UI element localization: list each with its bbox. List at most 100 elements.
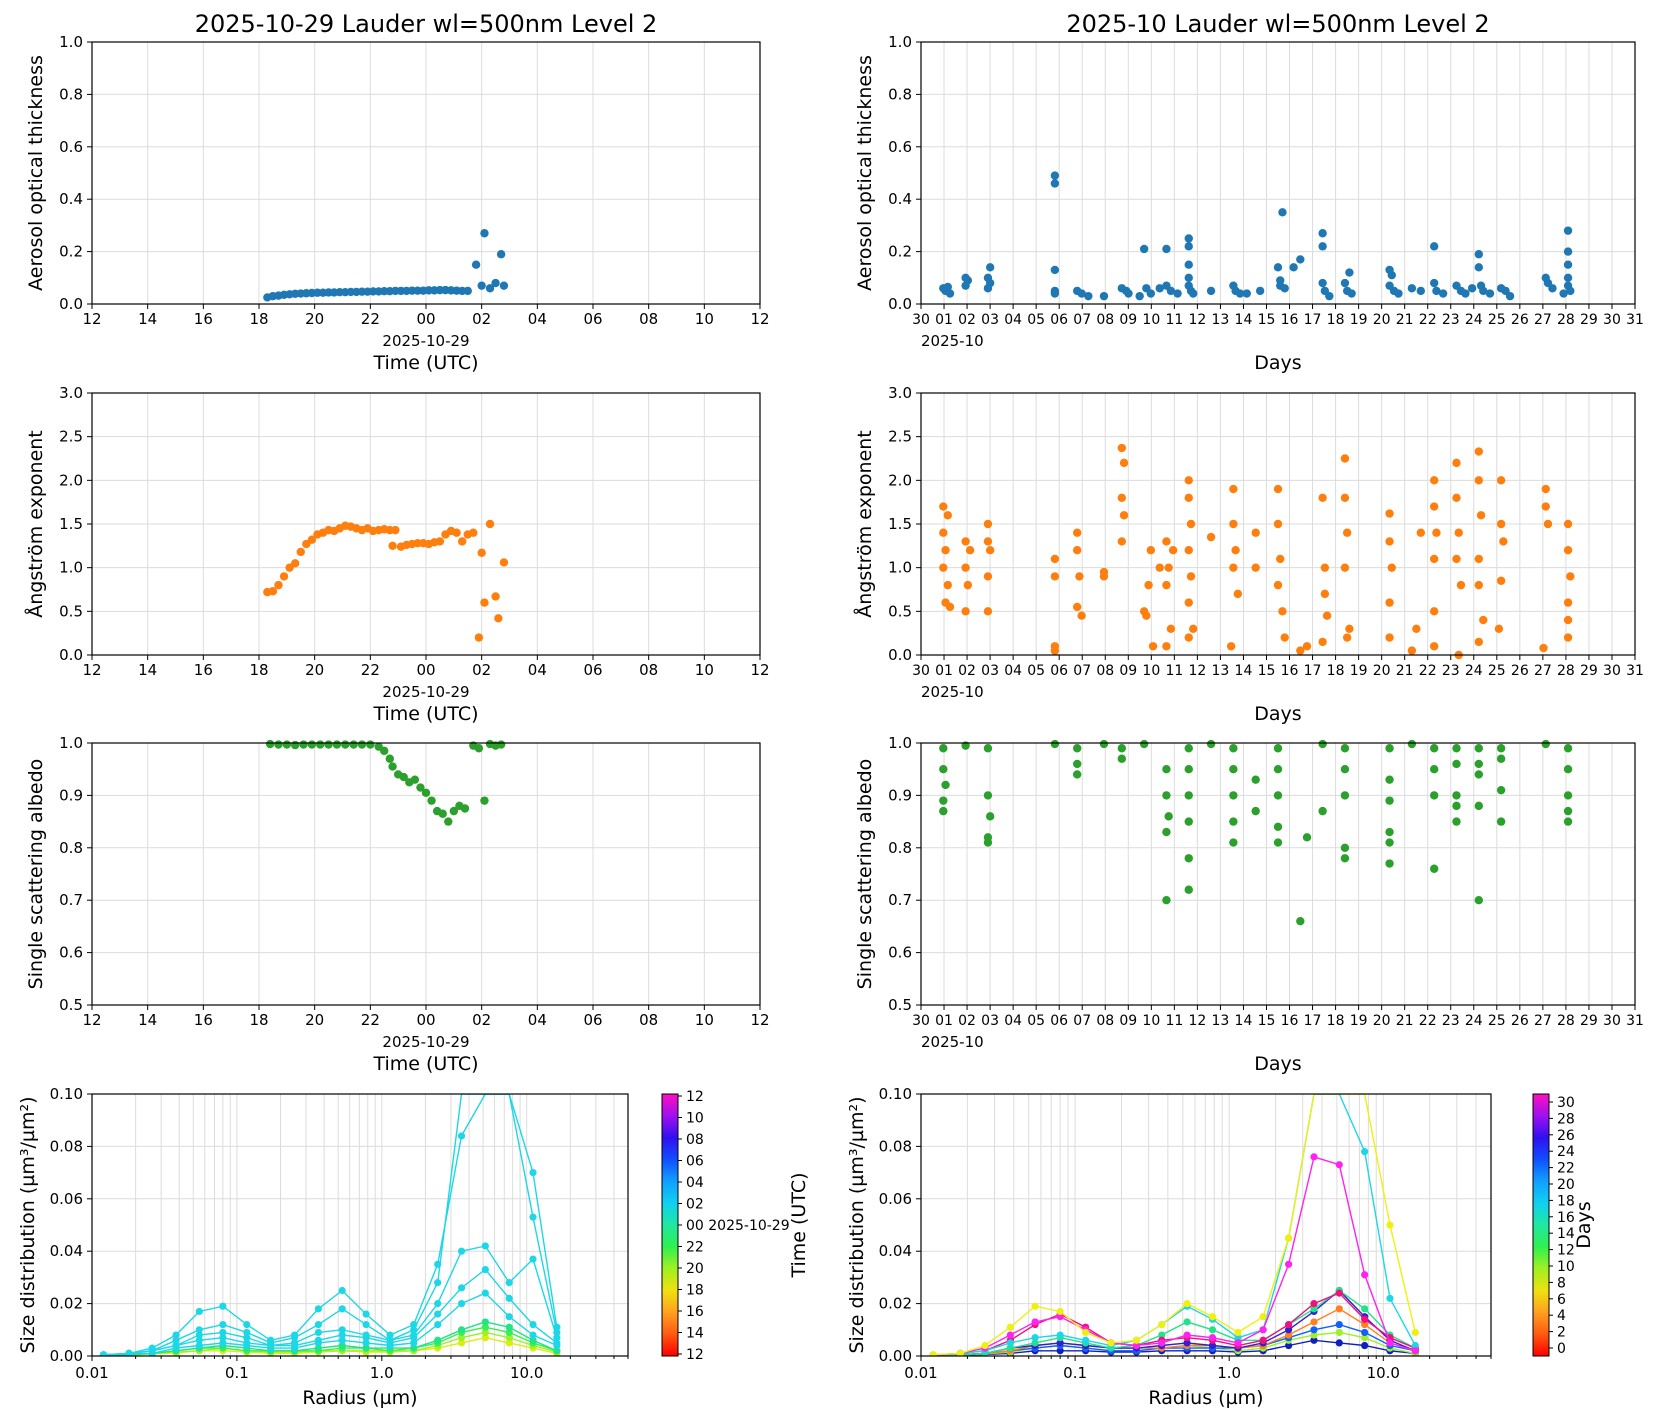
series-point xyxy=(1361,1341,1369,1350)
data-point xyxy=(1474,759,1484,769)
series-point xyxy=(1335,1161,1343,1169)
data-point xyxy=(1184,854,1193,863)
x-tick-label: 01 xyxy=(935,312,953,328)
plot-frame xyxy=(920,41,1636,305)
data-point xyxy=(452,528,461,537)
series-point xyxy=(410,1339,418,1347)
data-point xyxy=(1229,791,1238,800)
data-point xyxy=(1318,739,1327,749)
x-tick-label: 26 xyxy=(1511,312,1529,328)
series-point xyxy=(1259,1326,1267,1334)
y-axis-label: Ångström exponent xyxy=(853,430,876,618)
x-axis-label: Radius (µm) xyxy=(302,1387,417,1409)
data-point xyxy=(274,740,283,749)
series-point xyxy=(1158,1331,1166,1339)
series-point xyxy=(195,1307,203,1316)
data-point xyxy=(1273,263,1283,272)
data-point xyxy=(1452,458,1461,468)
series-point xyxy=(1310,1326,1318,1334)
data-point xyxy=(1184,476,1193,485)
data-point xyxy=(1340,791,1350,800)
series-point xyxy=(243,1339,251,1347)
colorbar-tick-label: 20 xyxy=(686,1261,704,1277)
colorbar-tick-label: 24 xyxy=(1557,1144,1575,1160)
series-point xyxy=(553,1323,561,1331)
series-point xyxy=(243,1334,251,1342)
x-tick-label: 04 xyxy=(528,1011,547,1029)
series-point xyxy=(434,1260,442,1268)
x-tick-label: 29 xyxy=(1580,1013,1598,1029)
x-tick-label: 04 xyxy=(528,661,547,679)
data-point xyxy=(474,633,484,642)
data-point xyxy=(1050,554,1060,564)
plot-frame xyxy=(920,1093,1492,1357)
x-tick-label: 12 xyxy=(82,661,101,679)
data-point xyxy=(1387,270,1396,280)
data-point xyxy=(1548,284,1557,293)
series-point xyxy=(338,1305,346,1313)
data-point xyxy=(410,775,420,784)
y-tick-label: 1.0 xyxy=(888,33,912,51)
data-point xyxy=(1474,896,1484,905)
data-point xyxy=(491,278,500,288)
series-point xyxy=(1158,1320,1166,1329)
series-point xyxy=(195,1341,203,1350)
x-tick-label: 12 xyxy=(82,310,101,328)
data-point xyxy=(1407,284,1417,293)
data-point xyxy=(341,740,350,749)
x-tick-label: 12 xyxy=(750,310,769,328)
series-point xyxy=(1285,1260,1293,1268)
data-point xyxy=(1184,791,1193,800)
data-point xyxy=(983,791,993,800)
x-tick-label: 02 xyxy=(958,1013,976,1029)
data-point xyxy=(1119,458,1129,468)
data-point xyxy=(1563,744,1573,753)
y-tick-label: 0.7 xyxy=(888,891,912,909)
y-tick-label: 0.8 xyxy=(888,85,912,103)
data-point xyxy=(1139,244,1149,254)
data-point xyxy=(965,546,975,555)
data-point xyxy=(1229,765,1238,774)
x-tick-label: 16 xyxy=(194,1011,213,1029)
series-point xyxy=(481,1289,489,1297)
colorbar-tick-label: 28 xyxy=(1557,1111,1575,1127)
x-tick-label: 18 xyxy=(1327,312,1345,328)
data-point xyxy=(1072,744,1082,753)
series-point xyxy=(434,1336,442,1344)
x-tick-label: 16 xyxy=(1281,312,1299,328)
x-tick-label: 27 xyxy=(1534,1013,1552,1029)
y-tick-label: 0.06 xyxy=(50,1190,83,1208)
data-point xyxy=(1173,289,1182,298)
colorbar-tick-label: 02 xyxy=(686,1197,704,1213)
colorbar-tick-label: 26 xyxy=(1557,1128,1575,1144)
x-tick-label: 13 xyxy=(1212,1013,1230,1029)
y-tick-label: 0.10 xyxy=(879,1085,912,1103)
x-tick-label: 27 xyxy=(1534,312,1552,328)
x-tick-label: 03 xyxy=(981,1013,999,1029)
y-tick-label: 0.0 xyxy=(59,646,83,664)
data-point xyxy=(1429,864,1439,873)
data-point xyxy=(983,519,993,529)
data-point xyxy=(1273,744,1283,753)
x-tick-label: 23 xyxy=(1442,1013,1460,1029)
data-point xyxy=(1563,817,1573,826)
data-point xyxy=(1229,744,1238,753)
plot-frame xyxy=(91,1093,629,1357)
data-point xyxy=(983,572,993,581)
data-point xyxy=(290,740,300,750)
data-point xyxy=(1077,611,1086,620)
x-tick-label: 02 xyxy=(472,310,491,328)
series-point xyxy=(1183,1300,1191,1308)
y-tick-label: 1.0 xyxy=(59,734,83,752)
colorbar-tick-label: 10 xyxy=(686,1111,704,1127)
data-point xyxy=(985,263,995,272)
data-point xyxy=(1496,785,1506,795)
x-tick-label: 05 xyxy=(1027,663,1045,679)
data-point xyxy=(1325,291,1334,301)
x-sublabel: 2025-10-29 xyxy=(382,683,469,701)
data-point xyxy=(477,548,486,558)
data-point xyxy=(1474,476,1484,485)
data-point xyxy=(1456,580,1466,590)
x-tick-label: 12 xyxy=(1188,1013,1206,1029)
x-tick-label: 27 xyxy=(1534,663,1552,679)
